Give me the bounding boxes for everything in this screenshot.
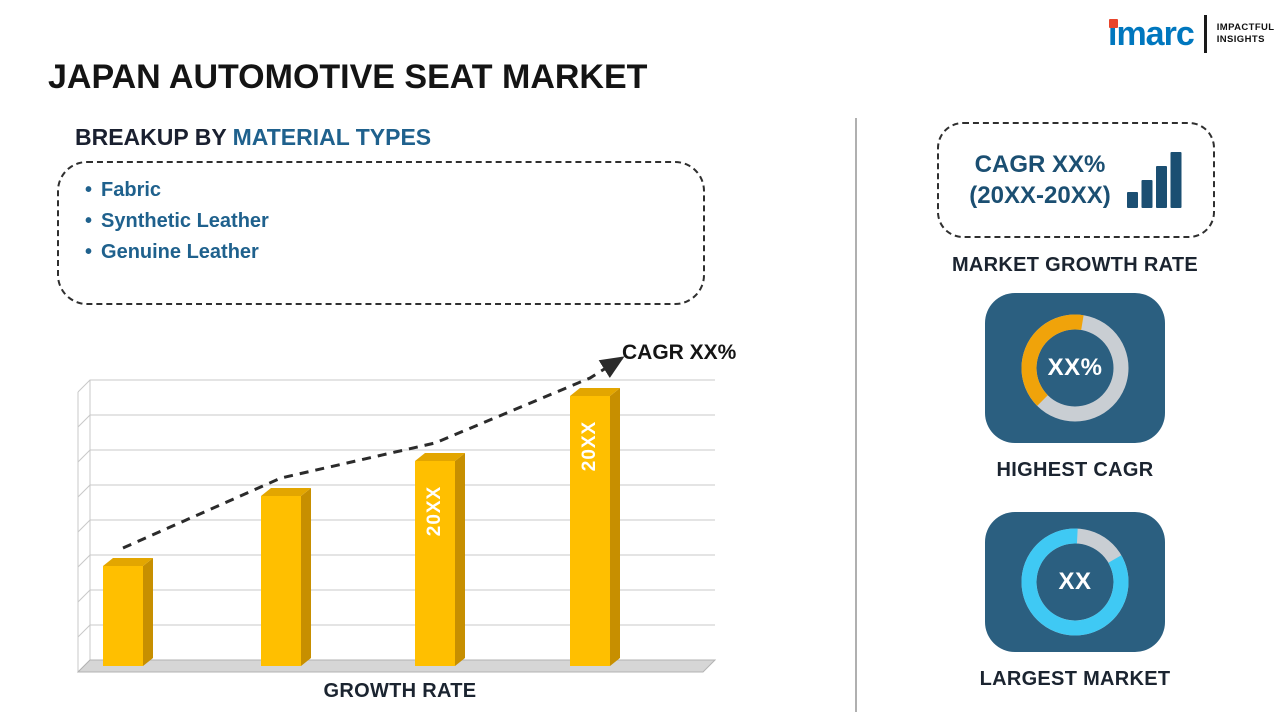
imarc-logo: imarc IMPACTFUL INSIGHTS: [1108, 15, 1275, 53]
logo-tagline-line1: IMPACTFUL: [1216, 21, 1275, 33]
largest-market-card: XX: [985, 512, 1165, 652]
vertical-divider: [855, 118, 857, 712]
market-growth-box: CAGR XX% (20XX-20XX): [937, 122, 1215, 238]
cagr-trend-label: CAGR XX%: [622, 341, 737, 364]
growth-bar-chart: 20XX 20XX: [76, 356, 717, 673]
breakup-heading-highlight: MATERIAL TYPES: [232, 124, 432, 150]
material-types-box: FabricSynthetic LeatherGenuine Leather: [57, 161, 705, 305]
growth-chart: 20XX 20XX CAGR XX% GROWTH RATE: [60, 335, 740, 715]
logo-separator: [1203, 15, 1207, 53]
material-types-list: FabricSynthetic LeatherGenuine Leather: [85, 175, 677, 268]
largest-market-caption: LARGEST MARKET: [979, 668, 1171, 690]
imarc-wordmark: imarc: [1108, 15, 1195, 53]
material-type-item: Fabric: [85, 175, 677, 206]
largest-market-value: XX: [1058, 568, 1092, 595]
highest-cagr-value: XX%: [1047, 354, 1103, 381]
logo-tagline: IMPACTFUL INSIGHTS: [1217, 22, 1275, 47]
bar-chart-icon: [1126, 152, 1182, 208]
cagr-text: CAGR XX% (20XX-20XX): [969, 149, 1110, 211]
highest-cagr-caption: HIGHEST CAGR: [996, 459, 1154, 481]
breakup-heading-prefix: BREAKUP BY: [75, 124, 233, 150]
largest-market-donut: [1021, 528, 1129, 636]
market-growth-rate-caption: MARKET GROWTH RATE: [951, 254, 1199, 276]
svg-text:20XX: 20XX: [424, 486, 445, 536]
imarc-brand-text: imarc: [1108, 15, 1195, 53]
svg-text:20XX: 20XX: [579, 421, 600, 471]
breakup-heading: BREAKUP BY MATERIAL TYPES: [75, 124, 431, 151]
page-title: JAPAN AUTOMOTIVE SEAT MARKET: [48, 58, 648, 96]
chart-x-axis-label: GROWTH RATE: [323, 680, 477, 702]
highest-cagr-donut: [1021, 314, 1129, 422]
material-type-item: Genuine Leather: [85, 237, 677, 268]
highest-cagr-card: XX%: [985, 293, 1165, 443]
imarc-logo-accent: [1109, 19, 1118, 28]
logo-tagline-line2: INSIGHTS: [1216, 34, 1265, 45]
cagr-line2: (20XX-20XX): [969, 182, 1111, 209]
material-type-item: Synthetic Leather: [85, 206, 677, 237]
cagr-line1: CAGR XX%: [974, 150, 1106, 178]
